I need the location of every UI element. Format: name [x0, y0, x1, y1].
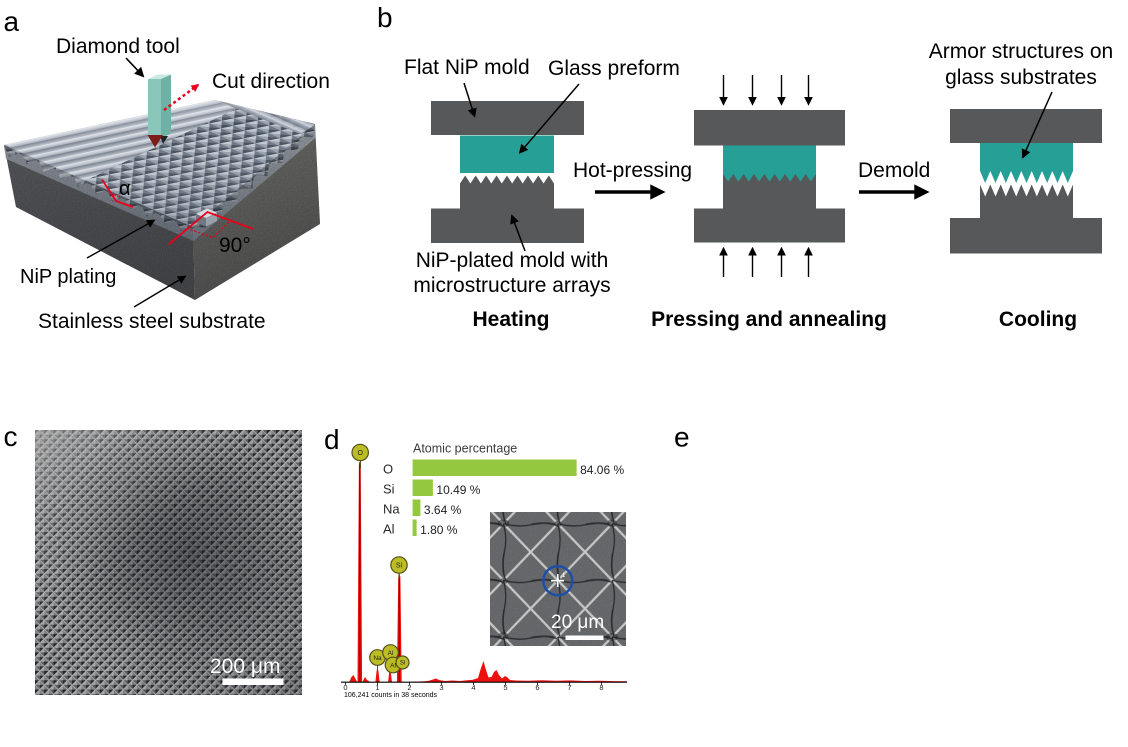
svg-text:Hot-pressing: Hot-pressing	[573, 159, 692, 182]
svg-text:Na: Na	[383, 501, 400, 516]
svg-text:b: b	[377, 2, 393, 33]
svg-text:10.49 %: 10.49 %	[436, 483, 480, 497]
svg-text:O: O	[383, 461, 393, 476]
svg-text:5: 5	[503, 683, 507, 692]
svg-text:84.06 %: 84.06 %	[580, 463, 624, 477]
svg-text:α: α	[119, 178, 131, 200]
svg-text:Pressing and annealing: Pressing and annealing	[651, 308, 887, 331]
svg-text:8: 8	[599, 683, 603, 692]
svg-text:3: 3	[439, 683, 443, 692]
svg-text:Cooling: Cooling	[999, 308, 1077, 331]
svg-text:1: 1	[375, 683, 379, 692]
svg-text:Diamond tool: Diamond tool	[56, 35, 180, 58]
svg-text:Armor structures on: Armor structures on	[929, 40, 1113, 63]
svg-text:Si: Si	[400, 661, 405, 667]
svg-text:Atomic percentage: Atomic percentage	[413, 442, 517, 456]
svg-text:e: e	[674, 422, 690, 453]
svg-text:Al: Al	[383, 521, 395, 536]
svg-text:microstructure arrays: microstructure arrays	[413, 274, 610, 297]
svg-text:1.80 %: 1.80 %	[420, 523, 458, 537]
svg-text:Cut direction: Cut direction	[212, 70, 330, 93]
svg-text:Stainless steel substrate: Stainless steel substrate	[38, 310, 266, 333]
svg-text:4: 4	[471, 683, 475, 692]
svg-text:c: c	[4, 421, 18, 452]
svg-text:Na: Na	[373, 655, 382, 662]
svg-text:Glass preform: Glass preform	[548, 57, 680, 80]
svg-text:Al: Al	[390, 662, 396, 669]
svg-text:d: d	[324, 424, 340, 455]
svg-text:glass substrates: glass substrates	[945, 66, 1097, 89]
svg-text:NiP-plated mold with: NiP-plated mold with	[416, 249, 609, 272]
svg-text:NiP plating: NiP plating	[20, 266, 116, 288]
svg-text:Al: Al	[388, 650, 394, 657]
svg-text:0: 0	[343, 683, 347, 692]
svg-text:7: 7	[567, 683, 571, 692]
svg-text:Flat NiP mold: Flat NiP mold	[404, 56, 530, 79]
svg-text:2: 2	[407, 683, 411, 692]
svg-text:Heating: Heating	[472, 308, 549, 331]
svg-text:20 μm: 20 μm	[551, 612, 604, 633]
svg-text:1: 1	[562, 573, 566, 579]
svg-text:Demold: Demold	[858, 159, 930, 182]
svg-text:106,241 counts in 38 seconds: 106,241 counts in 38 seconds	[344, 692, 438, 699]
svg-text:90°: 90°	[219, 234, 251, 257]
svg-text:Si: Si	[383, 481, 395, 496]
svg-text:200 μm: 200 μm	[210, 655, 280, 678]
svg-text:3.64 %: 3.64 %	[424, 503, 462, 517]
svg-text:O: O	[357, 450, 363, 457]
svg-text:6: 6	[535, 683, 539, 692]
svg-text:Si: Si	[396, 563, 403, 570]
svg-text:a: a	[4, 6, 20, 37]
